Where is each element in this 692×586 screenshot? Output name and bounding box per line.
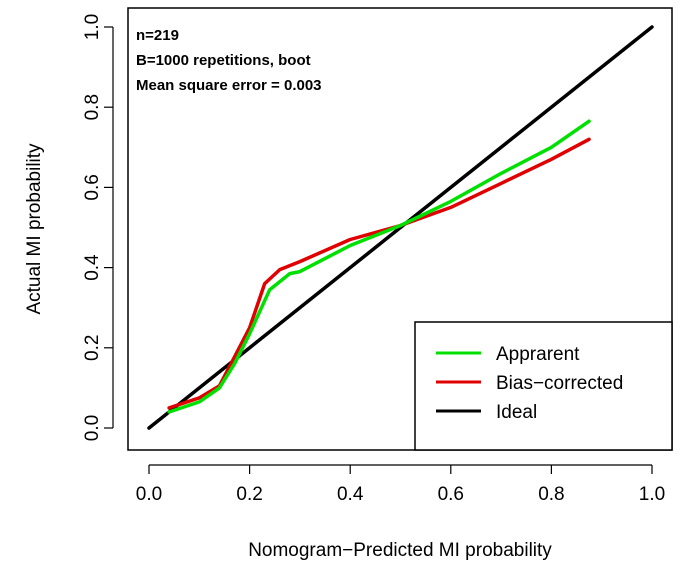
x-tick-label: 0.4: [337, 484, 364, 505]
annotation-mse: Mean square error = 0.003: [136, 77, 322, 94]
legend-box: [414, 321, 673, 451]
legend: Apprarent Bias−corrected Ideal: [414, 321, 673, 451]
x-axis-label: Nomogram−Predicted MI probability: [248, 540, 552, 561]
legend-label: Apprarent: [496, 344, 580, 365]
series-line-apprarent: [167, 119, 591, 414]
y-tick-label: 1.0: [82, 14, 103, 40]
y-tick-label: 0.6: [82, 174, 103, 200]
annotation-bootstrap: B=1000 repetitions, boot: [136, 52, 311, 69]
x-tick-label: 0.6: [438, 484, 464, 505]
x-tick-label: 0.8: [538, 484, 564, 505]
y-tick-label: 0.8: [82, 94, 103, 120]
y-axis-label: Actual MI probability: [24, 143, 45, 315]
y-axis: 0.0 0.2 0.4 0.6 0.8 1.0: [82, 14, 114, 441]
y-tick-label: 0.4: [82, 254, 103, 281]
x-tick-label: 1.0: [639, 484, 665, 505]
x-tick-label: 0.0: [136, 484, 162, 505]
annotation-n: n=219: [136, 27, 179, 44]
y-tick-label: 0.2: [82, 335, 103, 361]
series-group: [147, 25, 654, 430]
legend-label: Ideal: [496, 402, 537, 423]
plot-frame: [127, 7, 673, 451]
x-tick-label: 0.2: [236, 484, 262, 505]
x-axis: 0.0 0.2 0.4 0.6 0.8 1.0: [136, 464, 665, 505]
series-line-bias-corrected: [167, 137, 591, 410]
legend-label: Bias−corrected: [496, 373, 623, 394]
y-tick-label: 0.0: [82, 415, 103, 441]
